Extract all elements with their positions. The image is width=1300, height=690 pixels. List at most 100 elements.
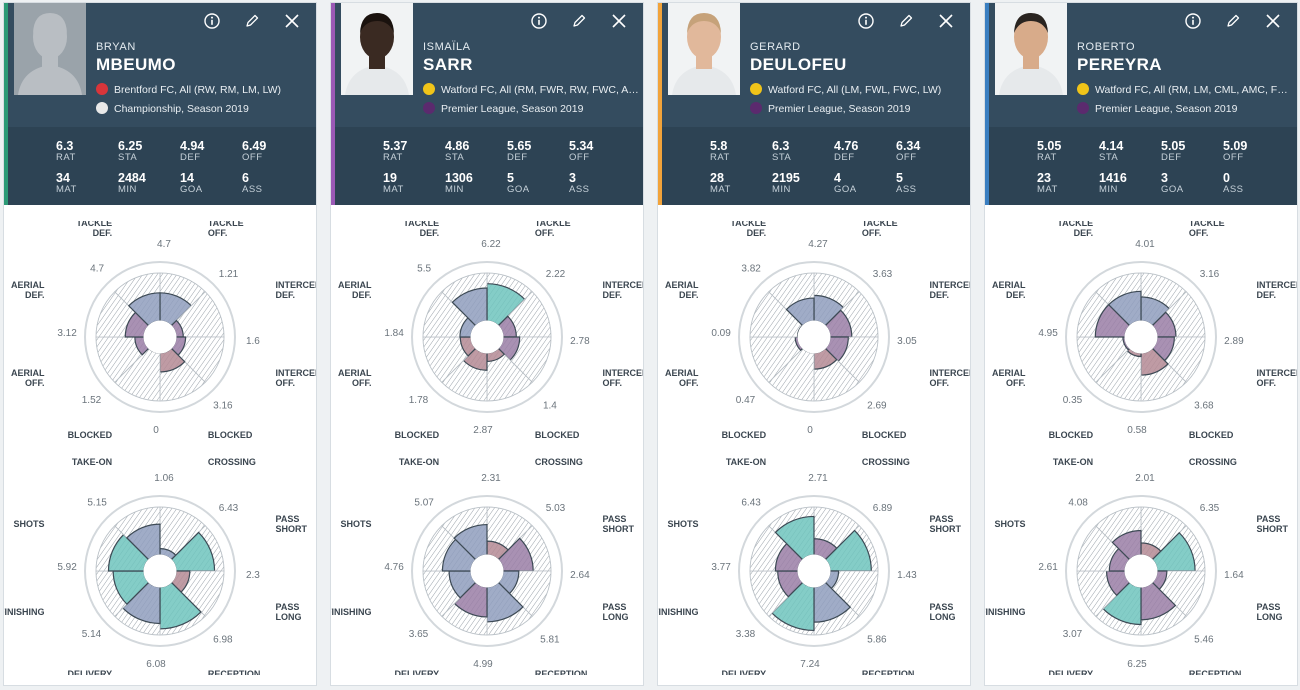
offensive-radar-chart: 2.31 CROSSING 5.03 PASS SHORT 2.64 PASS LONG 5.8… (331, 457, 634, 675)
stat-label: DEF (834, 152, 855, 163)
close-icon[interactable] (282, 11, 302, 31)
club-line: Watford FC, All (RM, LM, CML, AMC, FWR..… (1077, 83, 1295, 96)
stat-goa: 5 GOA (507, 171, 567, 195)
close-icon[interactable] (936, 11, 956, 31)
radar-axis-label: BLOCKEDSHOTS (722, 430, 767, 441)
player-photo (14, 3, 86, 95)
stat-label: OFF (1223, 152, 1244, 163)
league-line: Premier League, Season 2019 (423, 102, 641, 115)
info-icon[interactable] (202, 11, 222, 31)
stat-value: 23 (1037, 171, 1051, 185)
stat-value: 1306 (445, 171, 473, 185)
radar-axis-label: INTERCEPTDEF. (275, 280, 316, 300)
radar-value: 7.24 (800, 659, 820, 670)
stat-label: STA (118, 152, 138, 163)
stat-value: 2484 (118, 171, 146, 185)
radar-value: 3.77 (711, 562, 731, 573)
club-badge-icon (96, 83, 108, 95)
radar-axis-label: FINISHING (985, 607, 1026, 617)
close-icon[interactable] (1263, 11, 1283, 31)
stat-label: STA (445, 152, 465, 163)
player-header: GERARD DEULOFEU Watford FC, All (LM, FWL, … (658, 3, 970, 205)
pencil-icon[interactable] (242, 11, 262, 31)
stat-value: 5.05 (1037, 139, 1062, 153)
radar-value: 2.78 (570, 336, 590, 347)
radar-axis-label: CROSSING (862, 457, 910, 467)
player-header: BRYAN MBEUMO Brentford FC, All (RW, RM, LM… (4, 3, 316, 205)
league-line: Premier League, Season 2019 (1077, 102, 1295, 115)
pencil-icon[interactable] (1223, 11, 1243, 31)
radar-value: 3.16 (1200, 269, 1220, 280)
radar-axis-label: AERIAL OFF. (11, 368, 45, 388)
club-badge-icon (1077, 83, 1089, 95)
radar-axis-label: AERIAL DEF. (665, 280, 699, 300)
radar-value: 3.16 (213, 401, 233, 412)
league-text: Premier League, Season 2019 (768, 103, 911, 115)
radar-axis-label: AERIAL DEF. (992, 280, 1026, 300)
stat-label: OFF (896, 152, 917, 163)
stat-value: 5.37 (383, 139, 408, 153)
stat-value: 28 (710, 171, 724, 185)
radar-value: 6.89 (873, 503, 893, 514)
radar-axis-label: TAKE-ON (726, 457, 766, 467)
radar-value: 1.21 (219, 269, 239, 280)
stat-label: RAT (383, 152, 403, 163)
player-card: ROBERTO PEREYRA Watford FC, All (RM, LM, C… (984, 2, 1298, 686)
radar-axis-label: DELIVERY (394, 669, 439, 675)
radar-value: 5.81 (540, 635, 560, 646)
radar-value: 2.22 (546, 269, 566, 280)
stat-value: 6.3 (772, 139, 790, 153)
radar-axis-label: TACKLE OFF. (208, 221, 244, 238)
stat-def: 5.65 DEF (507, 139, 567, 163)
stat-rat: 5.8 RAT (710, 139, 770, 163)
player-stats: 6.3 RAT 6.25 STA 4.94 DEF 6.49 OFF 34 MAT 2484 MIN 1… (8, 127, 316, 205)
stat-value: 5.05 (1161, 139, 1186, 153)
stat-goa: 3 GOA (1161, 171, 1221, 195)
stat-label: ASS (896, 184, 917, 195)
close-icon[interactable] (609, 11, 629, 31)
radar-value: 1.43 (897, 570, 917, 581)
pencil-icon[interactable] (569, 11, 589, 31)
radar-value: 4.7 (90, 263, 104, 274)
radar-axis-label: TACKLE DEF. (403, 221, 439, 238)
radar-axis-label: BLOCKEDPASS (1189, 430, 1234, 441)
radar-value: 4.01 (1135, 239, 1155, 250)
radar-axis-label: AERIAL OFF. (665, 368, 699, 388)
club-badge-icon (750, 83, 762, 95)
radar-value: 1.06 (154, 473, 174, 484)
radar-axis-label: PASS LONG (929, 602, 955, 622)
radar-axis-label: AERIAL OFF. (992, 368, 1026, 388)
offensive-radar: 1.06 CROSSING 6.43 PASS SHORT 2.3 PASS LONG 6.98… (4, 455, 316, 675)
league-line: Championship, Season 2019 (96, 102, 314, 115)
stat-label: MAT (710, 184, 731, 195)
league-badge-icon (96, 102, 108, 114)
info-icon[interactable] (529, 11, 549, 31)
pencil-icon[interactable] (896, 11, 916, 31)
radar-axis-label: FINISHING (331, 607, 372, 617)
radar-value: 3.65 (409, 629, 429, 640)
radar-value: 5.03 (546, 503, 566, 514)
player-last-name: DEULOFEU (750, 55, 847, 74)
player-card: GERARD DEULOFEU Watford FC, All (LM, FWL, … (657, 2, 971, 686)
radar-value: 1.4 (543, 401, 557, 412)
radar-value: 2.69 (867, 401, 887, 412)
player-photo (341, 3, 413, 95)
club-line: Watford FC, All (RM, FWR, RW, FWC, AMC..… (423, 83, 641, 96)
stat-value: 3 (1161, 171, 1168, 185)
radar-value: 0.58 (1127, 425, 1147, 436)
player-first-name: GERARD (750, 41, 801, 53)
stat-ass: 0 ASS (1223, 171, 1283, 195)
stat-label: RAT (56, 152, 76, 163)
club-text: Watford FC, All (RM, LM, CML, AMC, FWR..… (1095, 84, 1295, 96)
info-icon[interactable] (856, 11, 876, 31)
stat-value: 5.34 (569, 139, 594, 153)
stat-label: MAT (56, 184, 77, 195)
info-icon[interactable] (1183, 11, 1203, 31)
offensive-radar-chart: 2.71 CROSSING 6.89 PASS SHORT 1.43 PASS LONG 5.8… (658, 457, 961, 675)
radar-axis-label: TAKE-ON (399, 457, 439, 467)
stat-value: 4.14 (1099, 139, 1124, 153)
stat-def: 5.05 DEF (1161, 139, 1221, 163)
stat-off: 5.09 OFF (1223, 139, 1283, 163)
